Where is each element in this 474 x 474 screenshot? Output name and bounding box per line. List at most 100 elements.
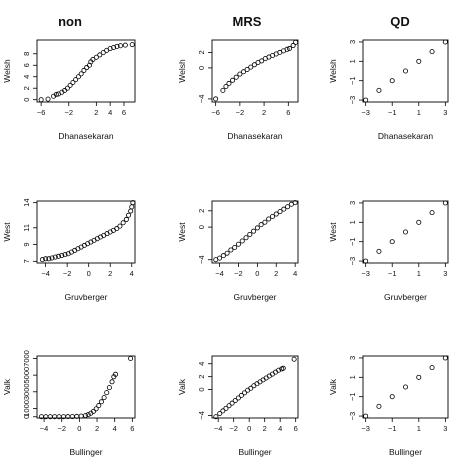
data-point [237,71,243,77]
data-point [273,211,279,217]
data-point [43,256,49,262]
data-point [240,69,246,75]
y-tick-label: 2 [197,375,206,379]
data-point [52,254,58,260]
y-tick-label: 4 [22,75,31,79]
data-point [429,365,435,371]
qq-panel: −4 −2 0 2 4 7 9 11 14 Gruvberger West [2,199,136,302]
column-title-qd: QD [390,14,410,29]
x-tick-label: −2 [229,424,238,433]
data-point [376,87,382,93]
y-tick-label: 1 [348,375,357,379]
data-point [281,206,287,212]
x-tick-label: 6 [286,108,290,117]
y-tick-label: −4 [197,255,206,264]
data-point [273,369,279,375]
data-point [53,92,59,98]
data-point [293,39,299,45]
data-point [85,412,91,418]
data-point [126,212,132,218]
data-point [292,200,298,206]
data-point [217,255,223,261]
data-point [129,204,135,210]
data-point [97,52,103,58]
x-axis-label: Dhanasekaran [58,131,114,141]
y-tick-label: 0 [197,66,206,70]
x-tick-label: 3 [443,424,447,433]
data-point [290,42,296,48]
x-tick-label: −1 [388,108,397,117]
data-point [129,42,135,48]
data-point [223,84,229,90]
x-tick-label: −4 [40,424,49,433]
y-axis-label: Valk [328,378,338,395]
data-point [98,399,104,405]
data-point [389,239,395,245]
y-tick-label: 8 [22,52,31,56]
qq-panel: −6 −2 2 4 6 0 2 4 6 8 Dhanasekaran Welsh [2,39,136,141]
data-point [263,375,269,381]
data-point [402,68,408,74]
data-point [442,355,448,361]
y-tick-label: −3 [348,96,357,105]
data-point [363,258,369,264]
x-tick-label: 3 [443,269,447,278]
y-tick-label: 3 [348,356,357,360]
y-tick-label: 1000 [22,400,31,417]
qq-panel: −3 −1 1 3 −3 −1 1 3 Gruvberger West [328,200,449,302]
data-point [284,46,290,52]
data-point [260,377,266,383]
x-tick-label: 0 [247,424,251,433]
data-point [266,373,272,379]
data-point [254,225,260,231]
x-tick-label: 1 [417,108,421,117]
plot-frame [211,39,299,103]
data-point [223,405,229,411]
y-tick-label: 7 [22,259,31,263]
y-tick-label: 4 [197,362,206,366]
x-axis-label: Gruvberger [65,292,108,302]
x-tick-label: −1 [388,424,397,433]
data-point [128,355,134,361]
x-tick-label: −2 [234,269,243,278]
data-point [442,39,448,45]
data-point [232,244,238,250]
y-axis-label: Welsh [328,59,338,83]
data-point [259,58,265,64]
data-point [100,50,106,56]
x-axis-label: Dhanasekaran [378,131,434,141]
data-point [266,216,272,222]
x-tick-label: 4 [108,108,112,117]
x-axis-label: Gruvberger [384,292,427,302]
x-tick-label: 0 [255,269,259,278]
y-axis-label: Valk [177,378,187,395]
data-point [280,365,286,371]
x-tick-label: 6 [130,424,134,433]
x-tick-label: −4 [41,269,50,278]
qq-panel: −6 −2 2 6 −4 0 2 Dhanasekaran Welsh [177,39,299,141]
qq-panel: −4 −2 0 2 4 −4 0 2 Gruvberger West [177,200,299,302]
data-point [83,413,89,419]
x-tick-label: −2 [236,108,245,117]
data-point [269,213,275,219]
data-point [96,403,102,409]
x-axis-label: Gruvberger [234,292,277,302]
y-tick-label: 3 [348,40,357,44]
data-point [84,65,90,71]
y-tick-label: −4 [197,411,206,420]
data-point [91,408,97,414]
data-point [429,210,435,216]
data-point [228,247,234,253]
data-point [238,392,244,398]
data-point [251,383,257,389]
y-tick-label: −1 [348,76,357,85]
x-tick-label: 2 [108,269,112,278]
plot-frame [36,355,136,419]
data-point [376,403,382,409]
y-tick-label: 0 [197,225,206,229]
data-point [75,74,81,80]
y-tick-label: 6 [22,63,31,67]
x-axis-label: Bullinger [69,447,102,457]
data-point [376,248,382,254]
